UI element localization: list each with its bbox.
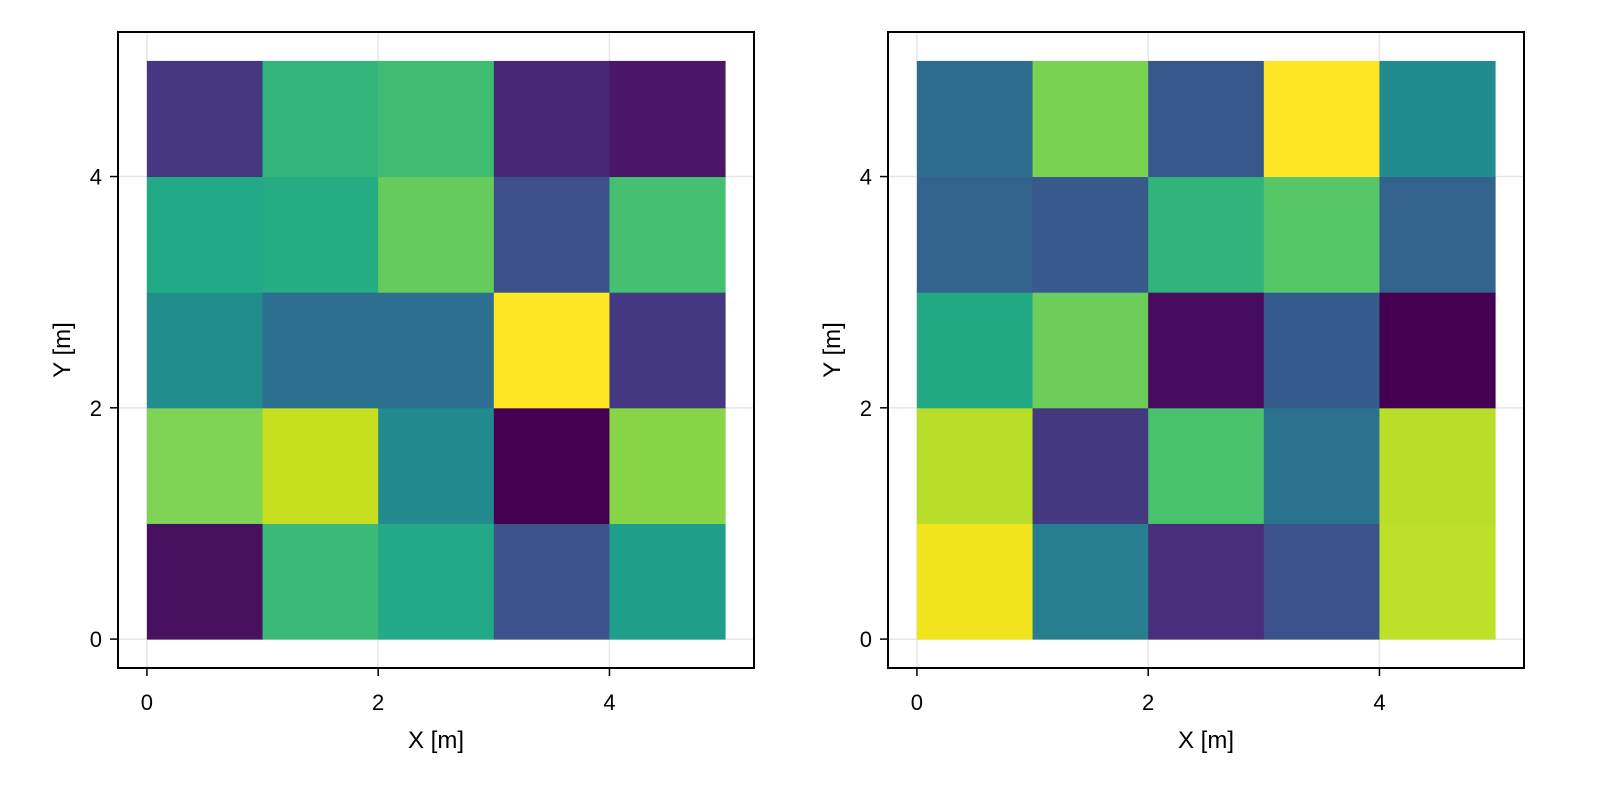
heatmap-cell bbox=[1379, 176, 1496, 293]
heatmap-cell bbox=[493, 176, 610, 293]
heatmap-cell bbox=[1032, 523, 1149, 640]
heatmap-cell bbox=[493, 60, 610, 178]
heatmap-cell bbox=[1148, 523, 1265, 640]
heatmap-cell bbox=[378, 523, 495, 640]
heatmap-cell bbox=[262, 292, 379, 409]
x-tick-label: 0 bbox=[911, 690, 923, 715]
y-tick-label: 2 bbox=[90, 396, 102, 421]
heatmap-cell bbox=[916, 407, 1034, 524]
heatmap-cell bbox=[609, 407, 726, 524]
heatmap-cell bbox=[609, 292, 726, 409]
heatmap-cell bbox=[916, 60, 1034, 178]
axis-ticks: 0 2 4 0 2 4 bbox=[860, 165, 1386, 715]
heatmap-cell bbox=[378, 292, 495, 409]
heatmap-cell bbox=[916, 176, 1034, 293]
heatmap-cell bbox=[1263, 523, 1380, 640]
heatmap-cell bbox=[1032, 292, 1149, 409]
heatmap-cell bbox=[1263, 407, 1380, 524]
x-tick-label: 2 bbox=[1142, 690, 1154, 715]
plot-frame bbox=[887, 31, 1525, 669]
heatmap-cell bbox=[146, 176, 264, 293]
heatmap-cell bbox=[1148, 60, 1265, 178]
heatmap-cell bbox=[146, 523, 264, 640]
heatmap-cell bbox=[146, 60, 264, 178]
heatmap-cell bbox=[916, 292, 1034, 409]
x-tick-label: 2 bbox=[372, 690, 384, 715]
heatmap-cell bbox=[378, 407, 495, 524]
heatmap-cell bbox=[146, 292, 264, 409]
x-tick-label: 4 bbox=[1373, 690, 1385, 715]
heatmap-cell bbox=[378, 176, 495, 293]
heatmap-cells bbox=[916, 60, 1496, 640]
heatmap-cell bbox=[262, 176, 379, 293]
plot-frame bbox=[117, 31, 755, 669]
heatmap-cell bbox=[1379, 523, 1496, 640]
y-axis-label: Y [m] bbox=[819, 322, 846, 378]
heatmap-cell bbox=[1148, 292, 1265, 409]
x-tick-label: 0 bbox=[141, 690, 153, 715]
axis-ticks: 0 2 4 0 2 4 bbox=[90, 165, 616, 715]
heatmap-cell bbox=[1379, 407, 1496, 524]
heatmap-cell bbox=[1032, 176, 1149, 293]
y-tick-label: 0 bbox=[860, 627, 872, 652]
x-axis-label: X [m] bbox=[408, 727, 464, 754]
x-axis-label: X [m] bbox=[1178, 727, 1234, 754]
heatmap-cell bbox=[1263, 60, 1380, 178]
x-tick-label: 4 bbox=[603, 690, 615, 715]
heatmap-cell bbox=[146, 407, 264, 524]
heatmap-cell bbox=[493, 292, 610, 409]
y-tick-label: 2 bbox=[860, 396, 872, 421]
heatmap-cell bbox=[1148, 407, 1265, 524]
heatmap-cell bbox=[262, 523, 379, 640]
y-tick-label: 4 bbox=[860, 165, 872, 190]
heatmap-cell bbox=[1263, 292, 1380, 409]
y-tick-label: 4 bbox=[90, 165, 102, 190]
heatmap-cell bbox=[493, 523, 610, 640]
heatmap-cell bbox=[1263, 176, 1380, 293]
heatmap-panel-right: 0 2 4 0 2 4 X [m] Y [m] bbox=[819, 31, 1525, 754]
y-tick-label: 0 bbox=[90, 627, 102, 652]
heatmap-cell bbox=[609, 60, 726, 178]
heatmap-cell bbox=[378, 60, 495, 178]
heatmap-panel-left: 0 2 4 0 2 4 X [m] Y [m] bbox=[49, 31, 755, 754]
heatmap-cell bbox=[262, 407, 379, 524]
heatmap-cell bbox=[1032, 407, 1149, 524]
heatmap-cell bbox=[1379, 292, 1496, 409]
heatmap-cell bbox=[1148, 176, 1265, 293]
heatmap-cell bbox=[916, 523, 1034, 640]
heatmap-cells bbox=[146, 60, 726, 640]
heatmap-cell bbox=[1032, 60, 1149, 178]
heatmap-cell bbox=[493, 407, 610, 524]
heatmap-cell bbox=[609, 176, 726, 293]
heatmap-cell bbox=[262, 60, 379, 178]
y-axis-label: Y [m] bbox=[49, 322, 76, 378]
heatmap-cell bbox=[1379, 60, 1496, 178]
heatmap-cell bbox=[609, 523, 726, 640]
